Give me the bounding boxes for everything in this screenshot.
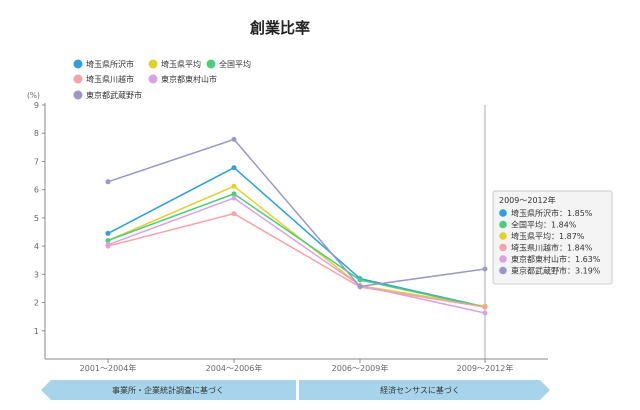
right-arrow-band bbox=[299, 380, 550, 400]
series-line bbox=[107, 166, 486, 308]
y-tick-label: 8 bbox=[34, 129, 39, 138]
tooltip-item: 埼玉県平均：1.87% bbox=[511, 231, 585, 241]
legend-label: 東京都東村山市 bbox=[161, 74, 217, 84]
tooltip-swatch bbox=[499, 232, 507, 240]
x-tick-label: 2004～2006年 bbox=[206, 363, 263, 373]
legend-label: 埼玉県平均 bbox=[161, 59, 201, 69]
data-point bbox=[231, 183, 237, 189]
y-tick-label: 2 bbox=[34, 299, 39, 308]
series-line bbox=[107, 212, 486, 308]
tooltip-swatch bbox=[499, 220, 507, 229]
data-point bbox=[482, 266, 488, 272]
legend-swatch bbox=[73, 59, 83, 69]
legend-label: 東京都武蔵野市 bbox=[86, 90, 142, 100]
y-tick-label: 6 bbox=[34, 186, 39, 195]
source-arrows: 事業所・企業統計調査に基づく 経済センサスに基づく bbox=[41, 380, 550, 400]
data-point bbox=[482, 304, 488, 310]
tooltip-swatch bbox=[499, 266, 507, 275]
y-tick-label: 7 bbox=[34, 157, 39, 166]
data-point bbox=[231, 191, 237, 197]
tooltip-item: 全国平均：1.84% bbox=[511, 220, 577, 230]
tooltip-swatch bbox=[499, 243, 507, 252]
legend-label: 埼玉県所沢市 bbox=[86, 59, 134, 69]
legend-label: 全国平均 bbox=[219, 59, 251, 69]
y-tick-label: 9 bbox=[34, 101, 39, 110]
data-point bbox=[105, 179, 111, 185]
data-point bbox=[482, 310, 488, 316]
left-arrow-label: 事業所・企業統計調査に基づく bbox=[112, 385, 224, 395]
left-arrow-band bbox=[41, 380, 296, 400]
legend-label: 埼玉県川越市 bbox=[86, 74, 134, 84]
tooltip-item: 東京都武蔵野市：3.19% bbox=[511, 266, 601, 276]
right-arrow-label: 経済センサスに基づく bbox=[380, 385, 460, 395]
data-point bbox=[231, 211, 237, 217]
tooltip-item: 東京都東村山市：1.63% bbox=[511, 254, 601, 264]
x-tick-label: 2009～2012年 bbox=[457, 363, 514, 373]
series-line bbox=[107, 197, 486, 314]
data-point bbox=[231, 165, 237, 171]
legend-swatch bbox=[73, 90, 83, 100]
series-line bbox=[107, 193, 486, 308]
series-line bbox=[107, 185, 486, 307]
x-tick-label: 2001～2004年 bbox=[80, 363, 137, 373]
y-tick-label: 1 bbox=[34, 327, 39, 336]
data-point bbox=[105, 238, 111, 243]
tooltip-title: 2009～2012年 bbox=[499, 195, 556, 205]
legend-swatch bbox=[73, 74, 83, 84]
data-point bbox=[357, 277, 363, 283]
legend-swatch bbox=[148, 59, 158, 69]
y-axis-unit: (%) bbox=[27, 91, 40, 100]
data-point bbox=[105, 230, 111, 236]
legend-swatch bbox=[206, 59, 216, 69]
y-tick-label: 4 bbox=[34, 242, 39, 251]
series-line bbox=[107, 138, 486, 288]
tooltip-swatch bbox=[499, 255, 507, 263]
chart-title: 創業比率 bbox=[249, 19, 310, 37]
tooltip-item: 埼玉県川越市：1.84% bbox=[511, 243, 593, 253]
tooltip-box bbox=[492, 190, 613, 285]
y-tick-label: 5 bbox=[34, 214, 39, 223]
x-tick-label: 2006～2009年 bbox=[332, 363, 389, 373]
x-axis: 2001～2004年 2004～2006年 2006～2009年 2009～2012年 bbox=[45, 358, 548, 373]
y-axis: 1 2 3 4 5 6 7 8 9 bbox=[34, 101, 46, 359]
tooltip-swatch bbox=[499, 209, 507, 217]
legend-swatch bbox=[148, 74, 158, 84]
y-tick-label: 3 bbox=[34, 270, 39, 279]
tooltip-item: 埼玉県所沢市：1.85% bbox=[511, 208, 593, 218]
data-point bbox=[231, 136, 237, 142]
data-point bbox=[231, 195, 237, 201]
data-point bbox=[105, 242, 111, 248]
plot-area bbox=[105, 105, 488, 359]
data-point bbox=[357, 284, 363, 289]
